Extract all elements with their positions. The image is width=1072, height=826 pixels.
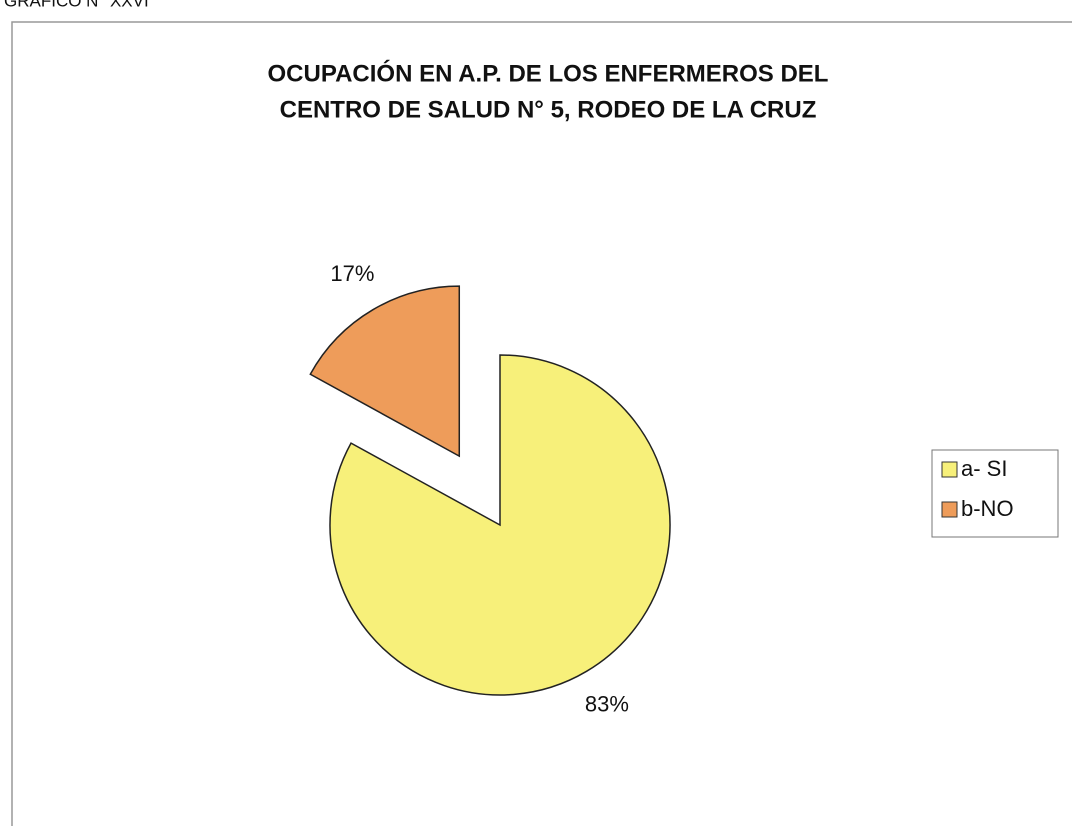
chart-frame — [11, 21, 1072, 826]
legend-label: a- SI — [961, 456, 1007, 481]
legend-swatch — [941, 501, 958, 518]
legend-swatch — [941, 461, 958, 478]
data-label: 83% — [585, 692, 629, 717]
data-label: 17% — [330, 261, 374, 286]
legend-label: b-NO — [961, 496, 1014, 521]
chart-title: OCUPACIÓN EN A.P. DE LOS ENFERMEROS DEL — [268, 59, 829, 87]
caption: GRAFICO N° XXVI — [4, 0, 149, 10]
pie-slice — [309, 285, 461, 458]
pie-slice — [329, 354, 671, 696]
chart-title: CENTRO DE SALUD N° 5, RODEO DE LA CRUZ — [280, 96, 817, 123]
